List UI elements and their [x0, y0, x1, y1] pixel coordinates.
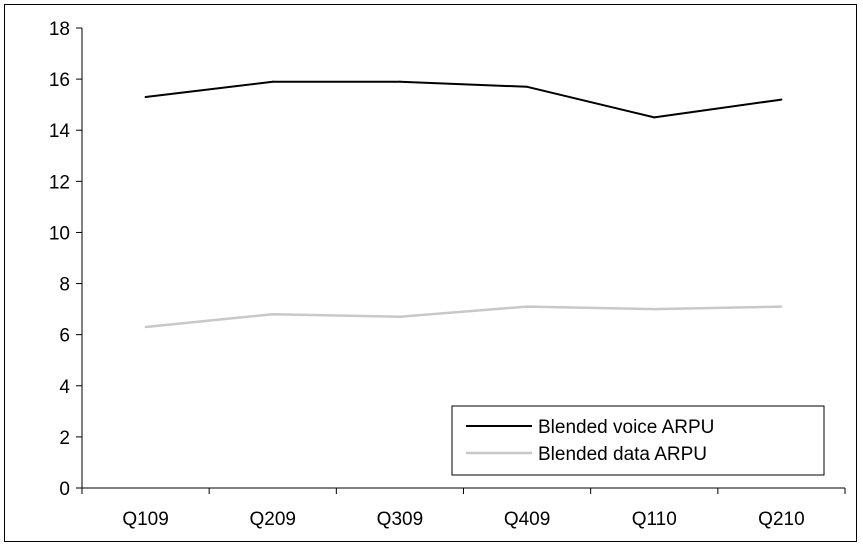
- y-tick-label: 12: [49, 172, 70, 193]
- data-point: [398, 315, 401, 318]
- x-tick-label: Q209: [250, 509, 296, 530]
- y-tick-label: 2: [59, 428, 70, 449]
- y-tick-label: 4: [59, 377, 70, 398]
- data-point: [398, 80, 401, 83]
- x-axis: Q109 Q209 Q309 Q409 Q110 Q210: [81, 487, 846, 530]
- legend-box: [451, 405, 825, 476]
- x-tick-label: Q309: [377, 509, 423, 530]
- y-axis: 0 2 4 6 8 10 12 14 16 18: [49, 19, 83, 500]
- data-point: [144, 96, 147, 98]
- y-tick-label: 16: [49, 70, 70, 91]
- x-tick-label: Q210: [758, 509, 804, 530]
- data-point: [144, 326, 147, 328]
- x-tick-label: Q109: [122, 509, 168, 530]
- x-tick-label: Q409: [504, 509, 550, 530]
- legend: Blended voice ARPU Blended data ARPU: [451, 405, 825, 476]
- data-point: [526, 305, 529, 308]
- legend-label-data: Blended data ARPU: [538, 444, 707, 465]
- data-point: [653, 116, 656, 119]
- y-tick-label: 6: [59, 326, 70, 347]
- y-tick-label: 8: [59, 275, 70, 296]
- data-point: [653, 308, 656, 311]
- x-tick-label: Q110: [632, 509, 677, 530]
- series-layer: [144, 80, 783, 329]
- y-tick-label: 0: [59, 479, 70, 500]
- data-point: [780, 305, 783, 308]
- data-point: [271, 313, 274, 316]
- y-tick-label: 14: [49, 121, 71, 142]
- data-point: [526, 85, 529, 88]
- y-tick-label: 18: [49, 19, 70, 40]
- series-line-data-arpu: [145, 305, 782, 329]
- data-point: [780, 98, 783, 101]
- y-tick-label: 10: [49, 223, 70, 244]
- data-point: [271, 80, 274, 83]
- series-line-voice-arpu: [145, 80, 782, 119]
- legend-label-voice: Blended voice ARPU: [538, 417, 714, 438]
